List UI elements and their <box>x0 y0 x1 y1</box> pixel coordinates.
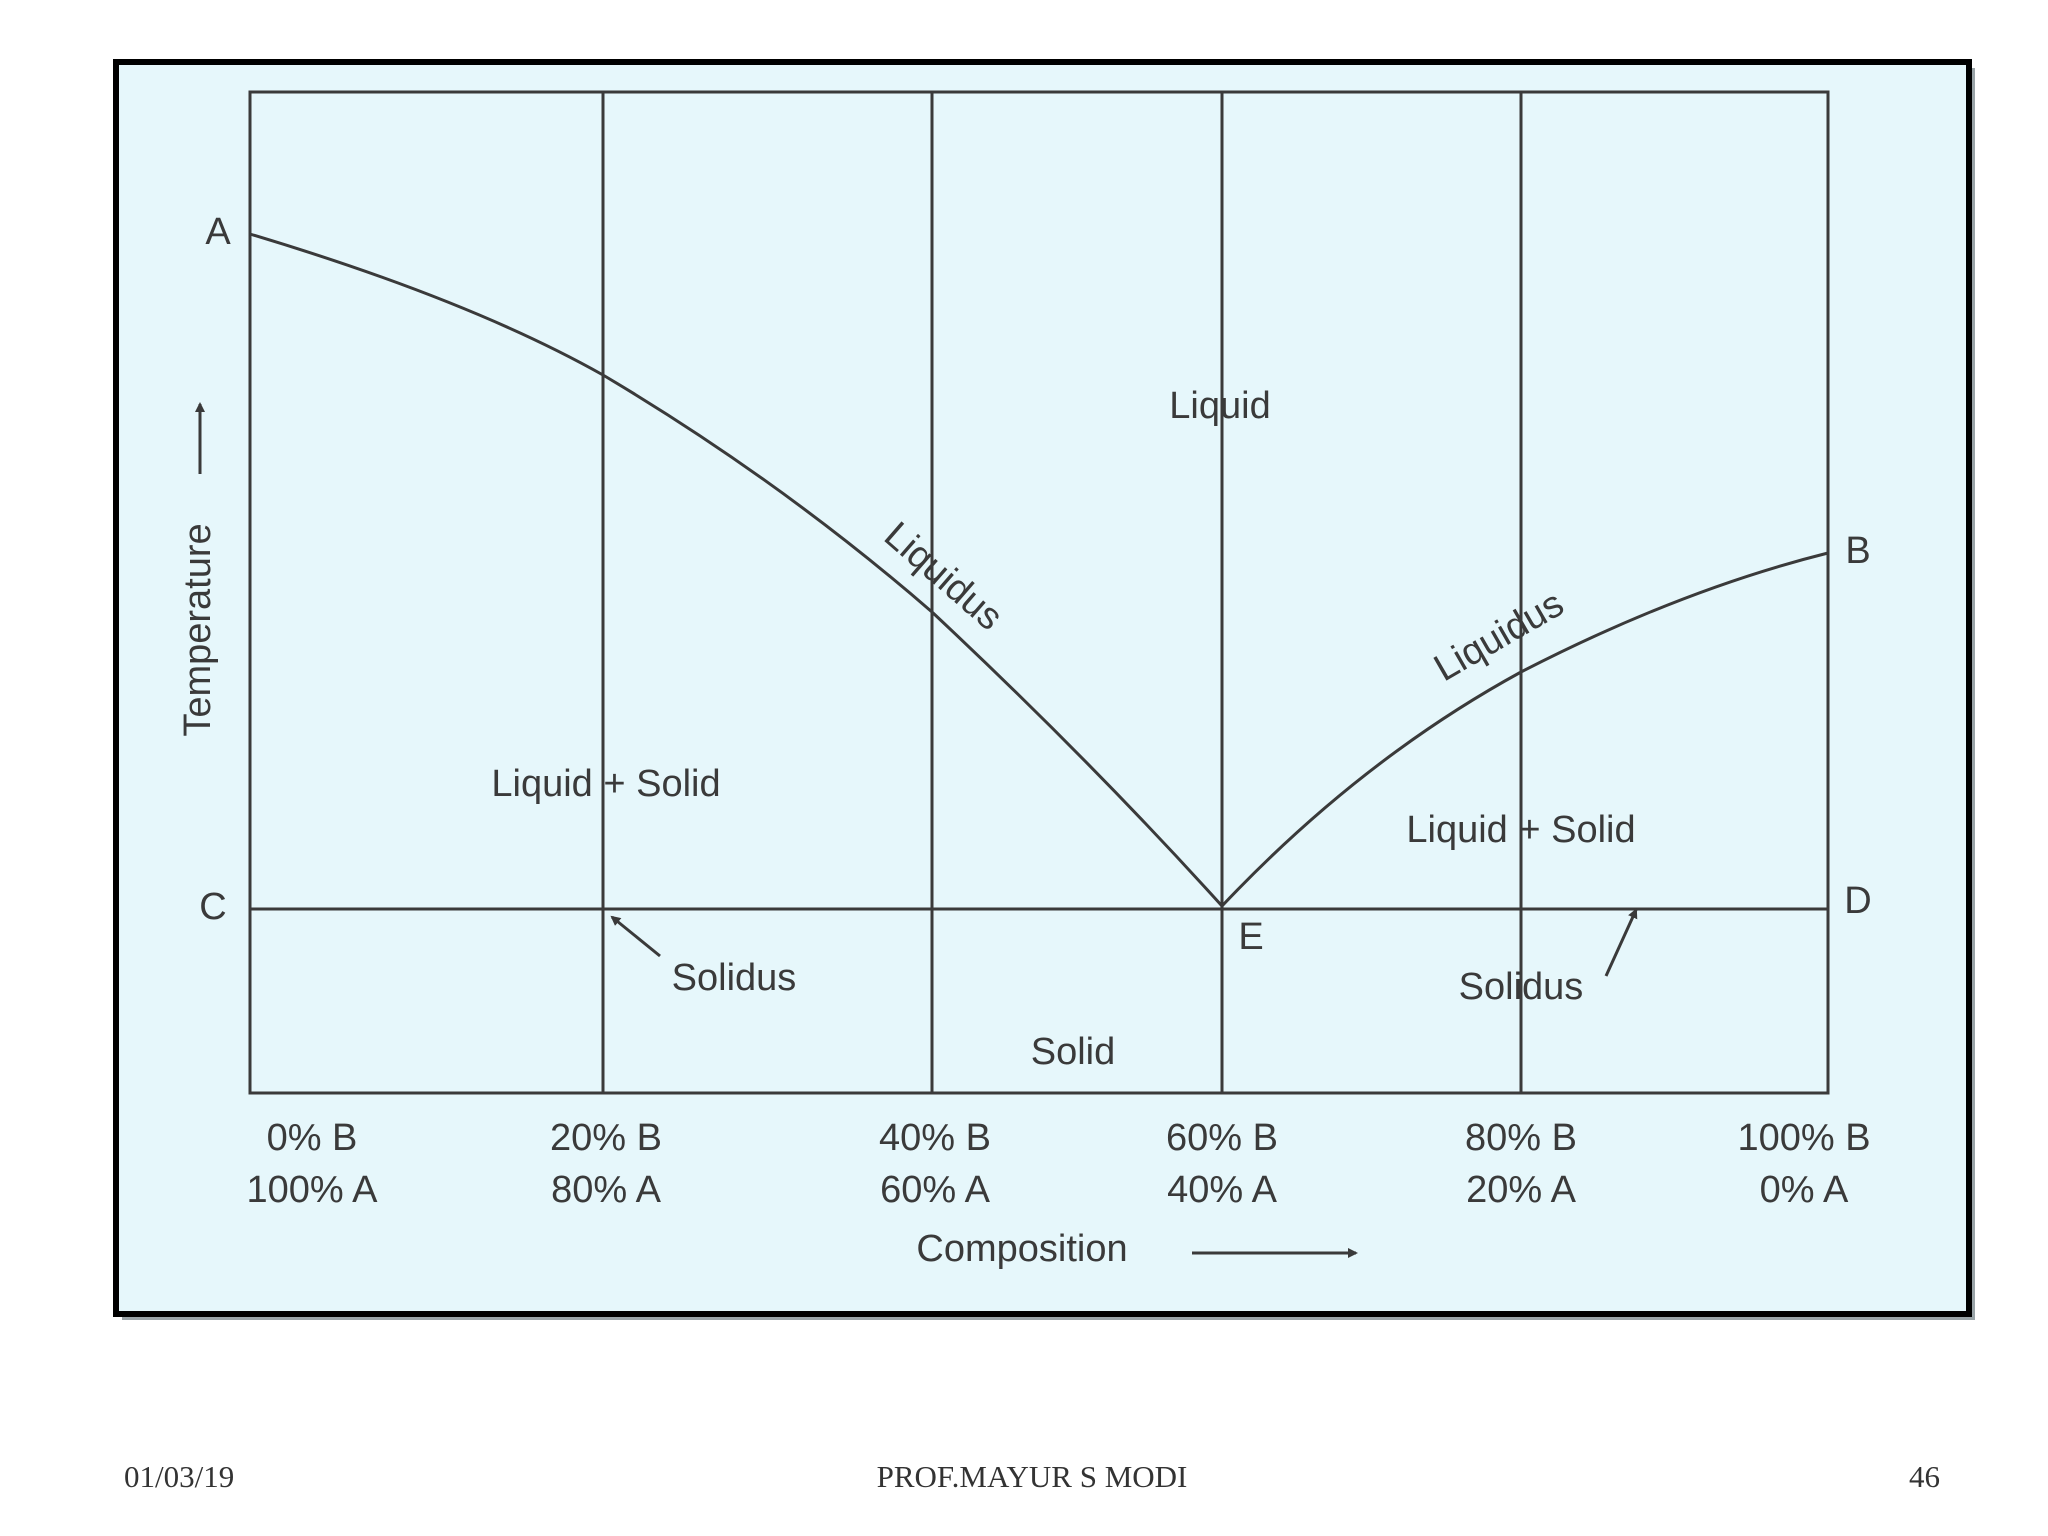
composition-tick-label: 40% B <box>879 1117 991 1159</box>
solidus-arrow <box>1604 908 1638 977</box>
composition-ticks: 0% B 100% A 20% B 80% A 40% B 60% A 60% B 40% A… <box>247 1117 1871 1211</box>
composition-tick-label: 0% B <box>267 1117 358 1159</box>
liquidus-curve-right <box>1220 551 1829 908</box>
plot-box <box>248 90 1830 1095</box>
x-axis-label: Composition <box>916 1228 1127 1270</box>
composition-tick-label: 40% A <box>1167 1169 1278 1211</box>
composition-tick-label: 80% B <box>1465 1117 1577 1159</box>
footer-date: 01/03/19 <box>124 1459 234 1494</box>
composition-tick-label: 20% A <box>1466 1169 1577 1211</box>
composition-tick-label: 100% B <box>1737 1117 1870 1159</box>
region-label: Liquid + Solid <box>1406 809 1635 851</box>
composition-tick-label: 0% A <box>1760 1169 1849 1211</box>
composition-tick-label: 100% A <box>247 1169 379 1211</box>
composition-tick-label: 60% A <box>880 1169 991 1211</box>
curve-label: Solidus <box>672 957 797 999</box>
curve-label: Solidus <box>1459 966 1584 1008</box>
composition-tick-label: 60% B <box>1166 1117 1278 1159</box>
region-label: Liquid <box>1169 385 1270 427</box>
diagram-frame <box>113 59 1972 1317</box>
point-label: B <box>1845 530 1870 572</box>
footer-author: PROF.MAYUR S MODI <box>877 1459 1188 1494</box>
point-label: A <box>205 211 231 253</box>
composition-tick-label: 80% A <box>551 1169 662 1211</box>
y-axis-label: Temperature <box>177 523 219 736</box>
region-label: Liquid + Solid <box>491 763 720 805</box>
liquidus-curve-left <box>249 232 1224 908</box>
solidus-arrow <box>610 915 661 958</box>
composition-tick-label: 20% B <box>550 1117 662 1159</box>
point-label: D <box>1844 880 1871 922</box>
point-label: E <box>1238 916 1263 958</box>
footer-page: 46 <box>1909 1459 1940 1494</box>
point-label: C <box>199 886 226 928</box>
region-label: Solid <box>1031 1031 1116 1073</box>
